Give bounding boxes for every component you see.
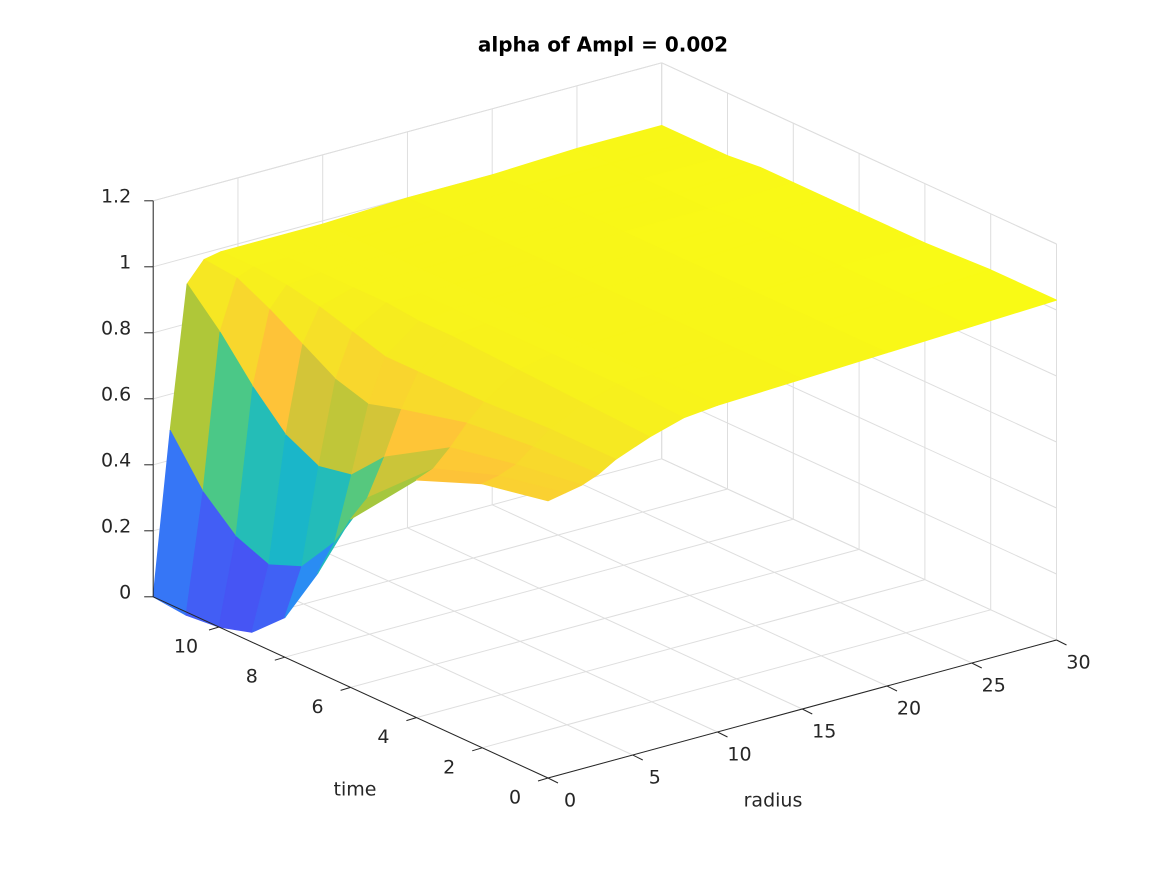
x-tick	[971, 662, 982, 669]
z-tick-label: 0.2	[101, 515, 131, 537]
x-tick-label: 25	[982, 675, 1006, 697]
y-tick-label: 10	[174, 636, 198, 658]
x-tick	[717, 731, 728, 738]
y-tick-label: 6	[312, 696, 324, 718]
y-tick-label: 4	[377, 726, 389, 748]
z-tick-label: 0.8	[101, 317, 131, 339]
grid-line	[661, 62, 1057, 245]
y-tick-label: 2	[443, 756, 455, 778]
y-axis-label: time	[334, 779, 377, 801]
grid-line	[661, 458, 1057, 641]
y-tick	[406, 717, 417, 722]
y-tick	[537, 777, 549, 782]
x-tick-label: 0	[564, 790, 576, 812]
x-tick	[886, 685, 898, 692]
y-tick	[208, 626, 220, 631]
grid-line	[350, 548, 860, 688]
y-tick	[340, 686, 351, 691]
grid-line	[218, 488, 728, 628]
x-axis-label: radius	[744, 790, 803, 812]
z-tick-label: 0	[119, 581, 131, 603]
x-tick-label: 5	[649, 767, 661, 789]
z-tick-label: 0.4	[101, 449, 131, 471]
x-tick-label: 10	[727, 744, 751, 766]
grid-line	[284, 518, 794, 658]
y-tick	[472, 747, 483, 752]
grid-line	[416, 579, 926, 719]
surface	[152, 125, 1057, 633]
mesh-cell	[481, 475, 566, 502]
grid-line	[661, 392, 1057, 575]
chart-title: alpha of Ampl = 0.002	[478, 33, 728, 57]
x-tick-label: 15	[812, 721, 836, 743]
x-tick	[1056, 639, 1067, 646]
y-tick	[274, 656, 285, 661]
grid-line	[153, 62, 662, 202]
y-tick-label: 8	[246, 666, 258, 688]
axes: 0 5 10 15 20 25 30 0 2 4 6 8 10 0 0.2 0.4 0.6 0.8 1 1.2	[101, 185, 1091, 811]
x-tick	[802, 708, 813, 715]
x-tick	[547, 777, 559, 784]
z-tick-label: 1	[119, 251, 131, 273]
x-tick-label: 20	[897, 698, 921, 720]
x-tick	[632, 754, 643, 761]
grid-line	[482, 609, 991, 749]
z-tick-label: 0.6	[101, 383, 131, 405]
y-tick-label: 0	[509, 787, 521, 809]
x-tick-label: 30	[1066, 652, 1090, 674]
z-tick-label: 1.2	[101, 185, 131, 207]
